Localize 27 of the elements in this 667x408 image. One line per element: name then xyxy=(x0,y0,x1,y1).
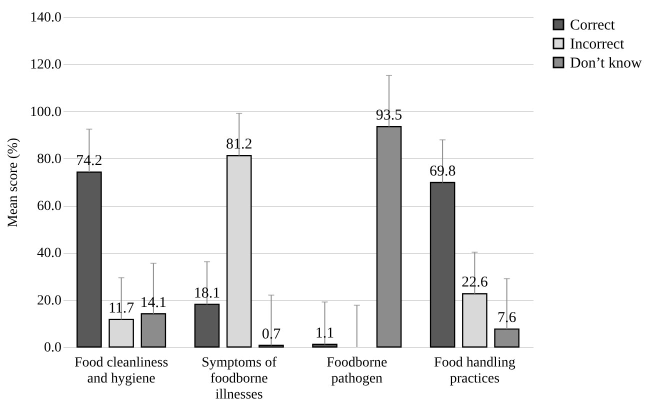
legend-label: Don’t know xyxy=(570,56,642,72)
x-tick-label: Foodborne pathogen xyxy=(326,356,388,386)
data-label: 7.6 xyxy=(497,310,517,326)
y-tick-label: 0.0 xyxy=(44,340,62,356)
y-tick-label: 100.0 xyxy=(30,104,62,120)
y-tick-label: 80.0 xyxy=(37,152,62,167)
data-label: 1.1 xyxy=(315,325,334,342)
y-tick-label: 20.0 xyxy=(37,293,62,308)
legend-label: Correct xyxy=(570,18,616,34)
data-label: 81.2 xyxy=(226,136,252,153)
data-label: 93.5 xyxy=(376,108,402,124)
x-tick-label: Food cleanliness and hygiene xyxy=(74,356,168,386)
y-tick-label: 60.0 xyxy=(37,199,62,214)
data-label: 74.2 xyxy=(76,153,102,170)
y-axis-title: Mean score (%) xyxy=(6,137,21,228)
y-tick-label: 40.0 xyxy=(37,246,62,262)
data-label: 0.7 xyxy=(262,326,282,342)
legend-label: Incorrect xyxy=(570,36,625,52)
x-tick-label: Food handling practices xyxy=(434,356,516,386)
data-label: 69.8 xyxy=(429,163,456,180)
data-label: 14.1 xyxy=(140,294,167,311)
y-tick-label: 140.0 xyxy=(30,10,62,26)
data-label: 18.1 xyxy=(194,285,220,302)
data-label: 11.7 xyxy=(108,300,135,316)
y-tick-label: 120.0 xyxy=(30,58,62,73)
data-label: 22.6 xyxy=(462,274,488,291)
x-tick-label: Symptoms of foodborne illnesses xyxy=(202,356,277,402)
